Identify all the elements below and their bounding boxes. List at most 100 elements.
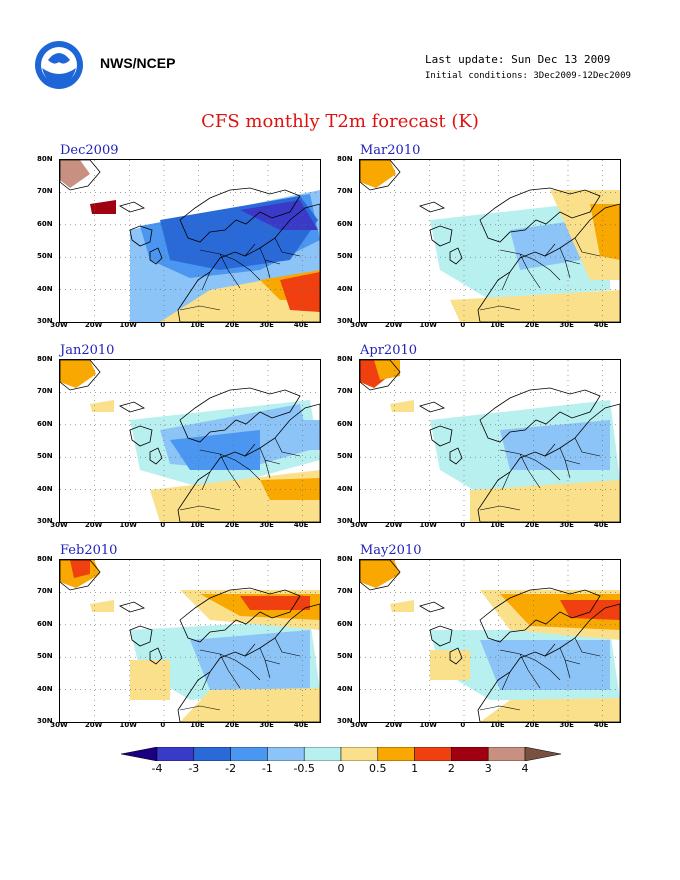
lon-label: 10E [490,521,505,529]
lon-label: 0 [460,721,466,729]
lon-label: 30W [350,521,368,529]
lon-label: 40E [293,521,309,529]
lat-label: 40N [37,284,53,293]
lon-label: 10W [419,321,437,329]
lon-label: 30W [50,721,68,729]
lon-label: 20E [224,321,240,329]
lat-label: 80N [37,355,53,363]
colorbar-segment [156,747,195,761]
map-panel-apr2010 [359,359,621,523]
lon-label: 10W [419,721,437,729]
lat-label: 70N [37,187,53,196]
colorbar-label: 2 [447,762,455,775]
lat-label: 70N [37,387,53,396]
lon-label: 0 [160,521,166,529]
lon-label: 20W [384,721,403,729]
map-panel-jan2010 [59,359,321,523]
colorbar-segment [267,747,305,761]
lat-label: 40N [337,684,353,693]
lon-label: 40E [293,721,309,729]
anomaly-shading [60,560,320,722]
lon-label: 30W [50,321,68,329]
lat-label: 70N [337,387,353,396]
colorbar-label: 4 [521,762,529,775]
lon-label: 10W [119,521,137,529]
panel-title-apr2010: Apr2010 [360,343,418,358]
lat-label: 80N [37,555,53,563]
lon-label: 10W [119,721,137,729]
panel-title-may2010: May2010 [360,543,422,558]
lon-label: 20W [384,321,403,329]
lat-label: 50N [37,252,53,261]
colorbar-label: -1 [261,762,273,775]
initial-conditions: Initial conditions: 3Dec2009-12Dec2009 [425,71,631,81]
lat-label: 40N [337,484,353,493]
colorbar-segment [377,747,415,761]
lon-label: 30E [259,721,274,729]
colorbar-label: 0 [337,762,345,775]
map-panel-may2010 [359,559,621,723]
lon-label: 0 [460,521,466,529]
anomaly-shading [360,360,620,522]
lat-label: 30N [37,317,53,325]
anomaly-shading [60,360,320,522]
map-panel-dec2009 [59,159,321,323]
lon-label: 30E [559,721,574,729]
lat-label: 30N [337,517,353,525]
org-name: NWS/NCEP [100,55,176,71]
panel-title-feb2010: Feb2010 [60,543,118,558]
lat-label: 70N [337,587,353,596]
anomaly-shading [360,560,620,722]
lat-label: 50N [37,652,53,661]
lon-label: 10W [119,321,137,329]
lon-label: 30W [50,521,68,529]
coastlines [360,160,620,322]
lon-label: 0 [460,321,466,329]
lon-label: 30W [350,321,368,329]
lon-label: 40E [593,721,609,729]
page-title: CFS monthly T2m forecast (K) [201,111,479,132]
lon-label: 10E [190,721,205,729]
lon-label: 20W [84,321,103,329]
coastlines [360,560,620,722]
lat-label: 30N [337,317,353,325]
colorbar-segment [414,747,452,761]
lat-label: 50N [337,252,353,261]
anomaly-shading [60,160,320,322]
lon-label: 30E [259,521,274,529]
lon-label: 20W [84,721,103,729]
colorbar-segment [193,747,231,761]
lat-label: 60N [337,619,353,628]
lat-label: 60N [37,419,53,428]
lon-label: 20W [84,521,103,529]
lat-label: 60N [337,419,353,428]
anomaly-shading [360,160,620,322]
lon-label: 10E [490,721,505,729]
colorbar-segment [487,747,526,761]
colorbar-label: 0.5 [369,762,387,775]
colorbar [121,747,561,761]
lat-label: 50N [337,652,353,661]
colorbar-segment [524,747,561,761]
lon-label: 10W [419,521,437,529]
lat-label: 70N [337,187,353,196]
panel-title-mar2010: Mar2010 [360,143,421,158]
lat-label: 50N [37,452,53,461]
lat-label: 80N [337,555,353,563]
colorbar-label: -3 [188,762,200,775]
lat-label: 80N [337,155,353,163]
lat-label: 40N [37,684,53,693]
lat-label: 60N [37,219,53,228]
noaa-logo [35,41,83,89]
lon-label: 20E [224,521,240,529]
coastlines [60,360,320,522]
colorbar-segment [303,747,342,761]
colorbar-segment [340,747,379,761]
colorbar-label: 1 [411,762,419,775]
colorbar-label: -2 [225,762,237,775]
lon-label: 30E [559,321,574,329]
lon-label: 20E [524,321,540,329]
lat-label: 60N [37,619,53,628]
lon-label: 40E [593,321,609,329]
lat-label: 30N [337,717,353,725]
